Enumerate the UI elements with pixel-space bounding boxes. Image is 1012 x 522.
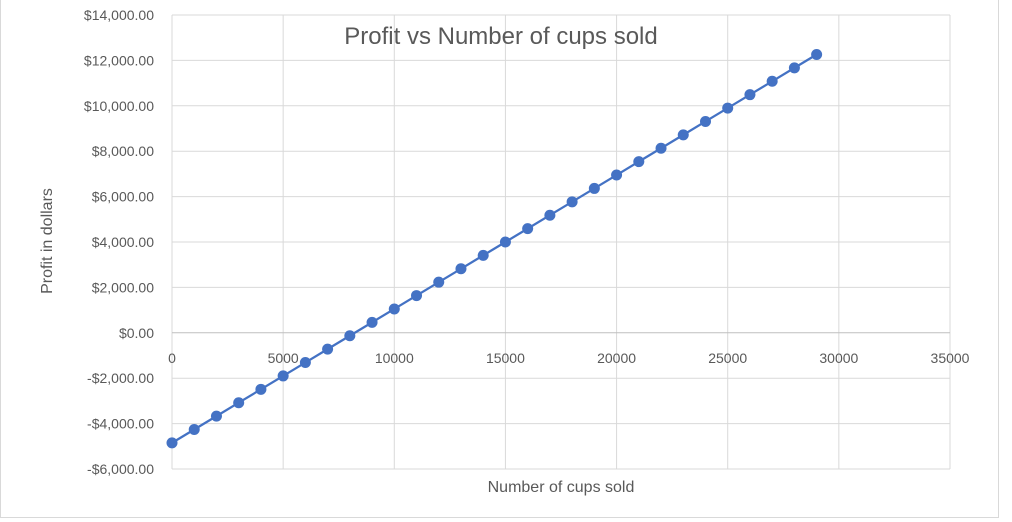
x-tick-label: 5000	[268, 350, 299, 366]
data-point	[699, 115, 711, 127]
data-point	[277, 370, 289, 382]
data-point	[788, 62, 800, 74]
y-tick-label: $8,000.00	[92, 143, 154, 159]
chart-title: Profit vs Number of cups sold	[344, 23, 657, 50]
data-point	[166, 437, 178, 449]
data-point	[744, 89, 756, 101]
y-tick-labels: $14,000.00 $12,000.00 $10,000.00 $8,000.00 $…	[84, 7, 154, 477]
data-point	[477, 249, 489, 261]
x-tick-label: 0	[168, 350, 176, 366]
y-tick-label: $0.00	[119, 325, 154, 341]
data-point	[255, 383, 267, 395]
data-point	[299, 357, 311, 369]
data-point	[766, 75, 778, 87]
data-point	[633, 156, 645, 168]
y-tick-label: $12,000.00	[84, 52, 154, 68]
y-tick-label: $6,000.00	[92, 189, 154, 205]
data-point	[522, 223, 534, 235]
y-axis-title: Profit in dollars	[39, 188, 56, 294]
data-point	[188, 424, 200, 436]
x-tick-label: 35000	[931, 350, 970, 366]
gridlines	[171, 14, 951, 470]
series-profit	[166, 48, 823, 449]
y-tick-label: $4,000.00	[92, 234, 154, 250]
y-tick-label: $10,000.00	[84, 98, 154, 114]
data-point	[344, 330, 356, 342]
data-point	[322, 343, 334, 355]
data-point	[544, 209, 556, 221]
y-tick-label: -$2,000.00	[87, 370, 154, 386]
data-point	[655, 142, 667, 154]
data-point	[210, 410, 222, 422]
data-point	[677, 129, 689, 141]
x-axis-title: Number of cups sold	[488, 479, 635, 496]
y-tick-label: -$6,000.00	[87, 461, 154, 477]
data-point	[811, 48, 823, 60]
x-tick-label: 25000	[708, 350, 747, 366]
chart-frame: $14,000.00 $12,000.00 $10,000.00 $8,000.00 $…	[0, 0, 999, 518]
data-point	[233, 397, 245, 409]
data-point	[611, 169, 623, 181]
profit-chart: $14,000.00 $12,000.00 $10,000.00 $8,000.00 $…	[39, 7, 970, 496]
series-line	[171, 53, 818, 444]
x-tick-label: 10000	[375, 350, 414, 366]
data-point	[411, 290, 423, 302]
data-point	[566, 196, 578, 208]
data-point	[433, 276, 445, 288]
data-point	[499, 236, 511, 248]
x-tick-labels: 0 5000 10000 15000 20000 25000 30000 35000	[168, 350, 970, 366]
data-point	[722, 102, 734, 114]
data-point	[388, 303, 400, 315]
x-tick-label: 15000	[486, 350, 525, 366]
x-tick-label: 20000	[597, 350, 636, 366]
x-tick-label: 30000	[819, 350, 858, 366]
data-point	[366, 316, 378, 328]
data-point	[455, 263, 467, 275]
data-point	[588, 182, 600, 194]
y-tick-label: $14,000.00	[84, 7, 154, 23]
y-tick-label: $2,000.00	[92, 279, 154, 295]
y-tick-label: -$4,000.00	[87, 416, 154, 432]
